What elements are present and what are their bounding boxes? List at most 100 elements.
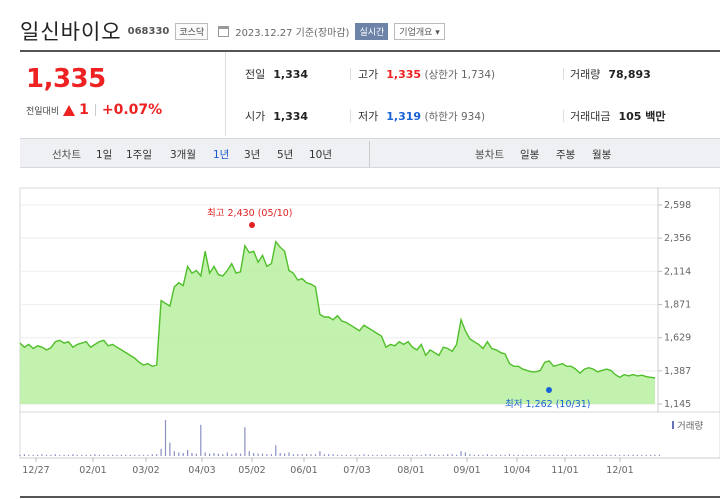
- amount-value: 105 백만: [618, 110, 666, 123]
- current-price: 1,335: [26, 64, 106, 94]
- volume-bar: [178, 452, 180, 456]
- volume-bar: [570, 454, 572, 456]
- volume-bar: [579, 454, 581, 456]
- volume-bar: [142, 454, 145, 456]
- period-10y[interactable]: 10년: [309, 149, 333, 161]
- volume-bar: [367, 454, 369, 456]
- divider: [563, 110, 564, 122]
- volume-bar: [226, 452, 228, 456]
- prev-close-value: 1,334: [273, 68, 309, 81]
- volume-bar: [398, 454, 400, 456]
- volume-bar: [623, 454, 625, 456]
- volume-bar: [473, 454, 475, 456]
- volume-bar: [169, 442, 171, 456]
- x-tick-label: 05/02: [238, 465, 265, 476]
- volume-bar: [187, 450, 189, 456]
- volume-bar: [575, 454, 577, 456]
- market-badge: 코스닥: [175, 22, 209, 40]
- volume-bar: [451, 454, 453, 456]
- volume-bar: [200, 424, 202, 456]
- volume-bar: [654, 454, 656, 456]
- volume-bar: [517, 454, 519, 456]
- company-overview-dropdown[interactable]: 기업개요 ▾: [394, 22, 445, 40]
- volume-bar: [632, 454, 634, 456]
- stock-header: 일신바이오 068330 코스닥 2023.12.27 기준(장마감) 실시간 …: [20, 16, 445, 46]
- x-tick-label: 12/01: [606, 465, 633, 476]
- period-1w[interactable]: 1주일: [126, 149, 153, 161]
- open-label: 시가: [245, 110, 266, 123]
- volume-bar: [284, 453, 286, 456]
- price-line: [19, 240, 656, 379]
- volume-bar: [553, 454, 555, 456]
- volume-bar: [500, 454, 502, 456]
- volume-bar: [244, 427, 246, 456]
- volume-bar: [469, 454, 471, 456]
- up-arrow-icon: [63, 104, 76, 116]
- volume-bar: [535, 454, 537, 456]
- y-tick-label: 1,629: [664, 333, 691, 344]
- volume-bar: [495, 454, 497, 456]
- volume-bar: [504, 454, 506, 456]
- divider: [350, 110, 351, 122]
- volume-bar: [28, 454, 30, 456]
- volume-bar: [173, 451, 175, 456]
- volume-bar: [151, 454, 153, 456]
- volume-bar: [530, 454, 533, 456]
- period-3y[interactable]: 3년: [244, 149, 261, 161]
- volume-bar: [19, 454, 21, 456]
- volume-bar: [134, 454, 136, 456]
- y-tick-label: 1,387: [664, 366, 691, 377]
- divider: [20, 50, 720, 52]
- volume-frame: [19, 411, 720, 459]
- x-tick-label: 04/03: [188, 465, 215, 476]
- volume-bar: [288, 452, 290, 456]
- volume-bar: [539, 454, 541, 456]
- period-1y[interactable]: 1년: [213, 149, 230, 161]
- y-tick-label: 2,356: [664, 233, 691, 244]
- high-value: 1,335: [386, 68, 422, 81]
- volume-bar: [403, 454, 405, 456]
- candle-weekly[interactable]: 주봉: [556, 149, 576, 161]
- volume-bar: [231, 454, 233, 456]
- volume-bar: [310, 454, 312, 456]
- upper-limit: (상한가 1,734): [424, 69, 496, 81]
- volume-bar: [98, 454, 100, 456]
- volume-bar: [59, 454, 61, 456]
- period-3m[interactable]: 3개월: [170, 149, 197, 161]
- volume-bar: [358, 454, 361, 456]
- period-5y[interactable]: 5년: [277, 149, 294, 161]
- volume-bar: [314, 454, 317, 456]
- high-label: 고가: [358, 68, 379, 81]
- realtime-button[interactable]: 실시간: [355, 22, 389, 40]
- volume-bar: [460, 451, 462, 456]
- y-tick-label: 2,114: [664, 266, 691, 277]
- low-price: 저가 1,319 (하한가 934): [358, 108, 485, 124]
- volume-bar: [597, 454, 599, 456]
- volume-bar: [72, 454, 74, 456]
- volume-bar: [544, 454, 546, 456]
- volume-bar: [508, 454, 511, 456]
- volume-bar: [442, 454, 444, 456]
- volume-bar: [37, 454, 39, 456]
- volume-bar: [332, 454, 334, 456]
- volume-bar: [270, 454, 272, 456]
- volume-bar: [239, 453, 242, 456]
- x-tick-label: 12/27: [22, 465, 49, 476]
- volume-bar: [614, 454, 616, 456]
- volume-bar: [522, 454, 524, 456]
- volume-bar: [561, 454, 563, 456]
- candle-daily[interactable]: 일봉: [520, 149, 540, 161]
- open-value: 1,334: [273, 110, 309, 123]
- x-tick-label: 02/01: [79, 465, 106, 476]
- candle-monthly[interactable]: 월봉: [592, 149, 612, 161]
- x-tick-label: 10/04: [503, 465, 530, 476]
- low-value: 1,319: [386, 110, 422, 123]
- volume-bar: [253, 453, 255, 456]
- y-tick-label: 1,145: [664, 399, 691, 410]
- period-1d[interactable]: 1일: [96, 149, 113, 161]
- volume-bar: [411, 454, 414, 456]
- lower-limit: (하한가 934): [424, 111, 486, 123]
- date-basis: 2023.12.27 기준(장마감): [235, 27, 350, 39]
- volume-bar: [429, 454, 431, 456]
